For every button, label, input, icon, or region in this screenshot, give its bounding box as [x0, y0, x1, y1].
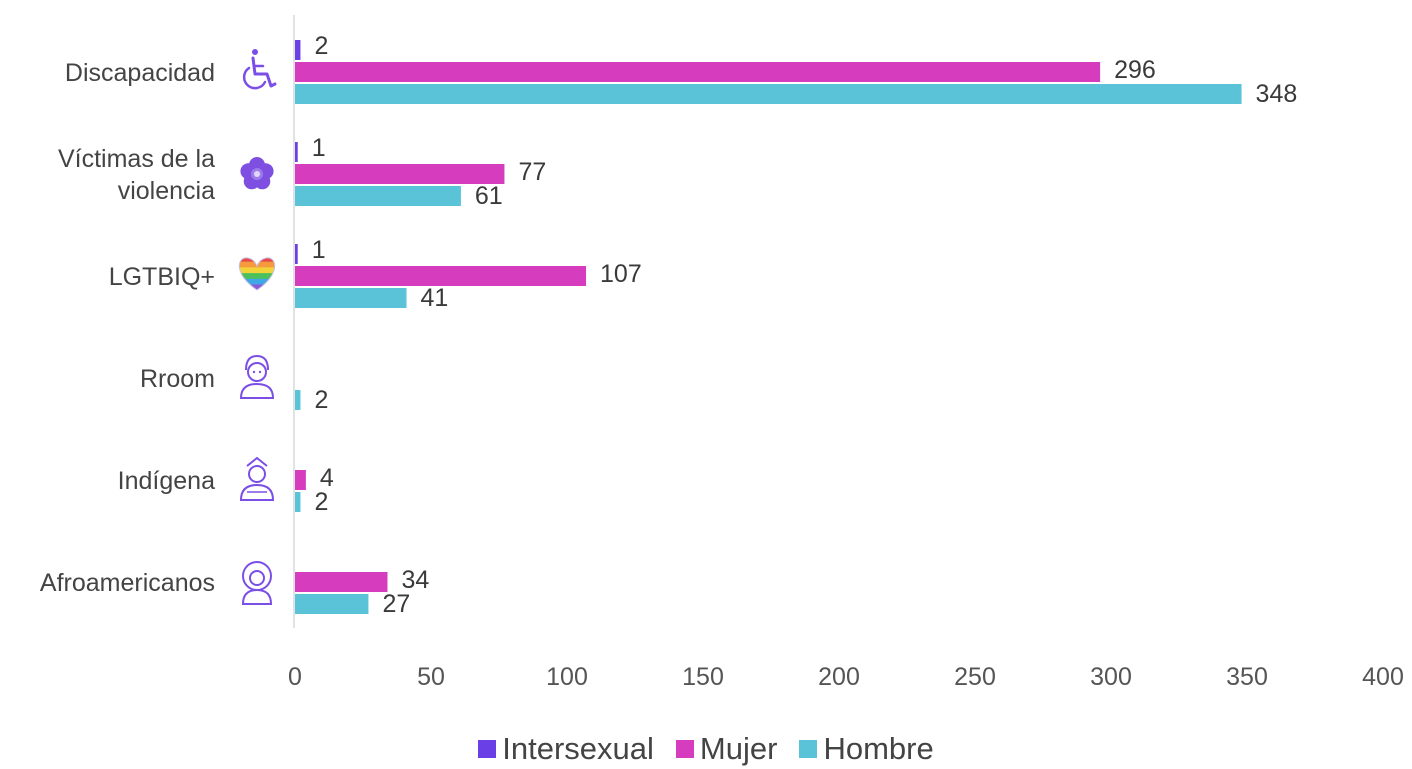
data-label: 4	[320, 464, 334, 492]
x-tick-label: 250	[954, 663, 996, 691]
bar	[295, 84, 1242, 104]
bar	[295, 288, 407, 308]
x-tick-label: 350	[1226, 663, 1268, 691]
bar	[295, 142, 298, 162]
x-tick-label: 200	[818, 663, 860, 691]
data-label: 77	[518, 158, 546, 186]
indigenous-person-icon	[239, 456, 275, 501]
bar	[295, 62, 1101, 82]
legend-item: Hombre	[799, 731, 934, 767]
flower-icon	[240, 157, 274, 190]
category-label: Afroamericanos	[40, 569, 215, 597]
data-label: 348	[1256, 80, 1298, 108]
person-outline-icon	[239, 354, 275, 399]
legend-label: Intersexual	[502, 731, 654, 766]
legend-label: Mujer	[699, 731, 778, 766]
x-tick-label: 100	[546, 663, 588, 691]
bar	[295, 594, 369, 614]
x-tick-label: 300	[1090, 663, 1132, 691]
data-label: 107	[600, 260, 642, 288]
legend: Intersexual Mujer Hombre	[0, 730, 1412, 768]
bar-chart: 0 50 100 150 200 250 300 350 400 Discapacidad 2 296…	[40, 15, 1404, 691]
data-label: 2	[314, 32, 328, 60]
legend-swatch	[675, 740, 694, 758]
bar	[295, 572, 388, 592]
afro-person-icon	[241, 561, 273, 605]
legend-item: Mujer	[675, 731, 778, 767]
rainbow-heart-icon	[238, 257, 276, 291]
legend-swatch	[799, 740, 818, 758]
bar	[295, 492, 301, 512]
wheelchair-icon	[242, 49, 277, 90]
legend-label: Hombre	[823, 731, 934, 766]
legend-item: Intersexual	[478, 731, 654, 767]
bar	[295, 390, 301, 410]
x-tick-label: 50	[417, 663, 445, 691]
bar	[295, 470, 306, 490]
category-label: Indígena	[118, 467, 215, 495]
data-label: 2	[314, 488, 328, 516]
data-label: 1	[312, 236, 326, 264]
data-label: 1	[312, 134, 326, 162]
bars	[295, 40, 1242, 614]
bar	[295, 40, 301, 60]
x-tick-label: 400	[1362, 663, 1404, 691]
bar	[295, 164, 505, 184]
x-tick-label: 150	[682, 663, 724, 691]
data-label: 296	[1114, 56, 1156, 84]
bar	[295, 186, 461, 206]
data-label: 27	[382, 590, 410, 618]
category-label: Víctimas de la violencia	[58, 145, 215, 205]
category-label: LGTBIQ+	[109, 263, 215, 291]
labels: 0 50 100 150 200 250 300 350 400 Discapacidad 2 296…	[40, 15, 1404, 691]
category-label: Rroom	[140, 365, 215, 393]
category-label: Discapacidad	[65, 59, 215, 87]
data-label: 61	[475, 182, 503, 210]
category-icons	[238, 49, 277, 605]
x-tick-label: 0	[288, 663, 302, 691]
data-label: 41	[421, 284, 449, 312]
data-label: 34	[401, 566, 429, 594]
bar	[295, 266, 587, 286]
bar	[295, 244, 298, 264]
legend-swatch	[478, 740, 497, 758]
data-label: 2	[314, 386, 328, 414]
